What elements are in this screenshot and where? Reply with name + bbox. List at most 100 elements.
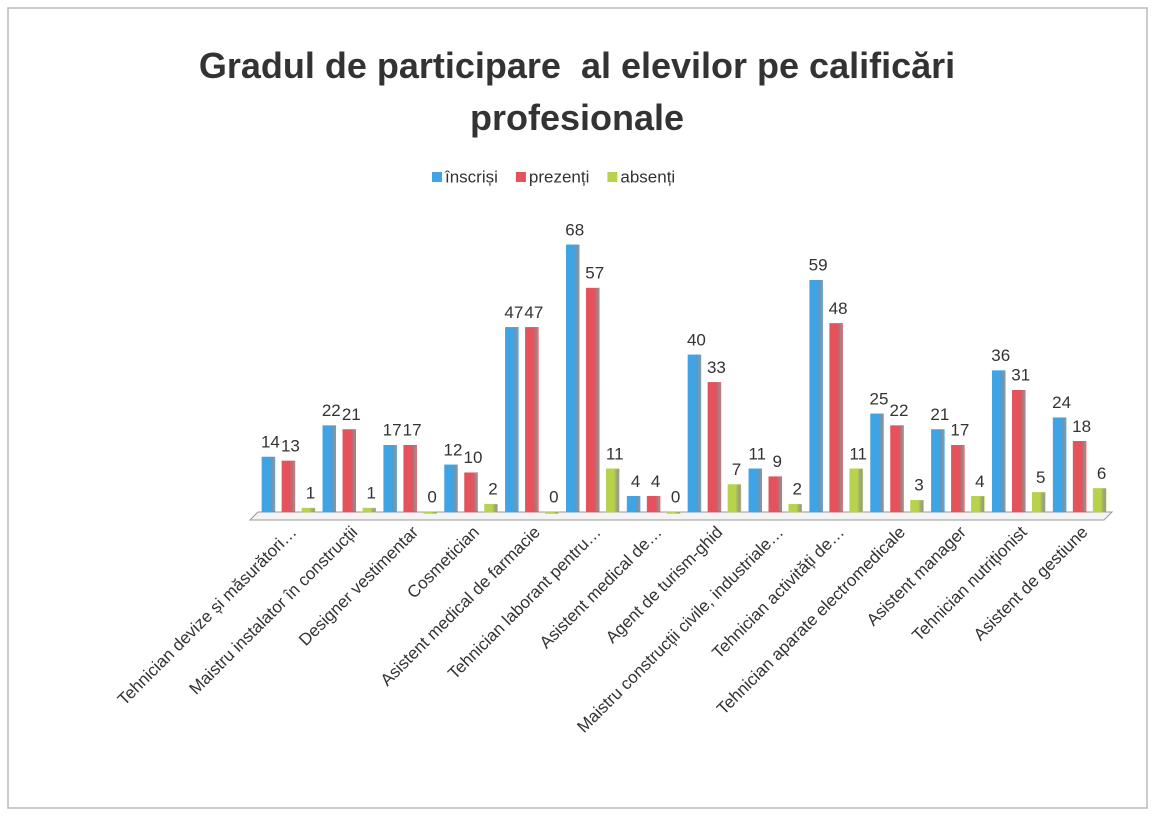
bar — [687, 354, 702, 513]
bar — [261, 456, 276, 513]
bar — [1031, 492, 1046, 513]
x-tick-label: Designer vestimentar — [295, 522, 422, 649]
data-label: 6 — [1097, 464, 1106, 483]
bar — [626, 496, 641, 513]
data-label: 4 — [975, 472, 984, 491]
floor — [248, 511, 1114, 521]
bar — [768, 476, 783, 513]
bar — [951, 444, 965, 513]
x-tick-label: Asistent medical de… — [536, 523, 666, 653]
data-label: 9 — [773, 452, 782, 471]
legend-label: absenți — [620, 167, 675, 186]
data-label: 4 — [631, 472, 640, 491]
data-label: 13 — [281, 436, 300, 455]
data-label: 12 — [444, 440, 463, 459]
bar — [727, 484, 742, 513]
data-label: 18 — [1072, 417, 1091, 436]
legend-swatch — [515, 172, 526, 182]
bar — [322, 425, 337, 513]
data-label: 33 — [707, 358, 726, 377]
bar — [931, 429, 945, 513]
data-label: 0 — [671, 487, 680, 506]
data-label: 11 — [606, 444, 624, 463]
data-label: 57 — [585, 264, 604, 283]
data-label: 59 — [809, 256, 828, 275]
bar — [505, 327, 519, 513]
bar — [301, 507, 316, 513]
legend-swatch — [607, 172, 618, 182]
legend-label: înscriși — [444, 167, 498, 186]
bar — [991, 370, 1006, 513]
bar — [525, 327, 539, 513]
data-label: 21 — [930, 405, 949, 424]
data-label: 68 — [565, 220, 584, 239]
data-label: 21 — [342, 405, 361, 424]
x-tick-label: Tehnician nutriționist — [908, 522, 1031, 645]
bar — [646, 496, 661, 513]
bar — [829, 323, 843, 513]
legend: înscriși prezenți absenți — [432, 167, 675, 186]
bar — [1052, 417, 1067, 513]
data-label: 10 — [464, 448, 483, 467]
bar — [605, 468, 620, 513]
bar — [565, 244, 580, 513]
data-label: 2 — [793, 480, 802, 499]
data-label: 47 — [504, 303, 523, 322]
bar — [545, 511, 559, 514]
bar — [484, 503, 498, 513]
data-label: 1 — [367, 484, 376, 503]
data-label: 2 — [488, 480, 497, 499]
data-label: 11 — [748, 444, 766, 463]
bar — [666, 511, 681, 514]
bar — [423, 511, 437, 514]
data-label: 17 — [383, 421, 402, 440]
bar — [748, 468, 763, 513]
bar — [849, 468, 863, 513]
bar — [707, 382, 722, 513]
data-label: 1 — [306, 484, 315, 503]
data-label: 3 — [914, 476, 923, 495]
data-label: 11 — [849, 444, 867, 463]
legend-label: prezenți — [529, 167, 589, 186]
data-label: 47 — [524, 303, 543, 322]
bar — [444, 464, 458, 513]
bar — [281, 460, 296, 513]
data-label: 31 — [1011, 366, 1030, 385]
bar — [464, 472, 478, 513]
bar — [342, 429, 357, 513]
data-label: 14 — [261, 432, 280, 451]
data-label: 0 — [427, 487, 436, 506]
bar — [870, 413, 884, 513]
data-label: 4 — [651, 472, 660, 491]
chart-border — [7, 7, 1148, 809]
data-label: 36 — [991, 346, 1010, 365]
bar — [1072, 441, 1087, 513]
bar — [1092, 488, 1107, 513]
bar — [383, 444, 397, 513]
data-label: 17 — [403, 421, 422, 440]
bar — [788, 503, 803, 513]
data-label: 40 — [687, 330, 706, 349]
chart-title: Gradul de participare al elevilor pe cal… — [198, 45, 966, 138]
data-label: 25 — [870, 389, 889, 408]
bar — [403, 444, 417, 513]
x-tick-label: Agent de turism-ghid — [602, 523, 726, 647]
bar — [809, 279, 823, 513]
data-label: 0 — [549, 487, 558, 506]
data-label: 17 — [950, 421, 969, 440]
bar — [971, 496, 985, 513]
data-label: 24 — [1052, 393, 1071, 412]
data-label: 5 — [1036, 468, 1045, 487]
bar — [910, 499, 924, 513]
x-tick-label: Asistent de gestiune — [970, 523, 1092, 645]
bar — [362, 507, 377, 513]
data-label: 22 — [890, 401, 909, 420]
data-label: 7 — [732, 460, 741, 479]
bar — [1011, 389, 1026, 513]
legend-swatch — [432, 172, 442, 182]
bar — [585, 287, 600, 513]
bar — [890, 425, 904, 513]
data-label: 48 — [829, 299, 848, 318]
